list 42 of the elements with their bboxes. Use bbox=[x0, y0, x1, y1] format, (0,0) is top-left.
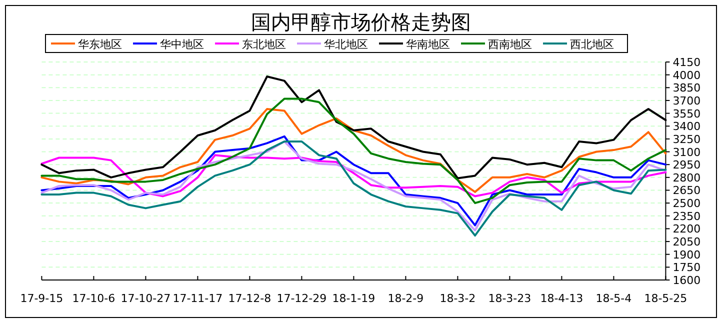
y-tick-label: 1750 bbox=[672, 261, 701, 274]
x-tick-label: 17-10-6 bbox=[72, 292, 116, 305]
x-tick-label: 18-2-9 bbox=[388, 292, 424, 305]
chart-title: 国内甲醇市场价格走势图 bbox=[251, 10, 471, 34]
x-tick-label: 18-4-13 bbox=[540, 292, 584, 305]
y-tick-label: 3400 bbox=[672, 120, 701, 134]
y-tick-label: 2650 bbox=[672, 184, 701, 198]
y-tick-label: 2500 bbox=[672, 197, 701, 210]
y-tick-label: 2950 bbox=[672, 158, 701, 172]
legend-label: 华北地区 bbox=[324, 38, 368, 51]
y-tick-label: 3850 bbox=[672, 82, 701, 95]
x-tick-label: 17-11-17 bbox=[172, 292, 223, 305]
x-tick-label: 17-12-8 bbox=[228, 292, 272, 305]
x-tick-label: 17-12-29 bbox=[276, 292, 327, 305]
legend-label: 东北地区 bbox=[242, 38, 286, 51]
x-tick-label: 18-3-23 bbox=[488, 292, 532, 305]
y-tick-label: 2350 bbox=[672, 210, 701, 223]
line-series bbox=[40, 98, 667, 204]
legend-label: 西北地区 bbox=[570, 38, 614, 51]
y-tick-label: 3250 bbox=[672, 132, 701, 146]
y-tick-label: 4150 bbox=[672, 56, 701, 69]
x-tick-label: 18-5-25 bbox=[644, 292, 688, 305]
x-tick-label: 17-9-15 bbox=[20, 292, 64, 305]
x-tick-label: 18-1-19 bbox=[332, 292, 376, 305]
legend-label: 华南地区 bbox=[406, 38, 450, 51]
y-tick-label: 2800 bbox=[672, 171, 701, 184]
legend-label: 西南地区 bbox=[488, 38, 532, 51]
y-tick-label: 3550 bbox=[672, 107, 701, 120]
y-tick-label: 3100 bbox=[672, 146, 701, 159]
x-tick-label: 18-5-4 bbox=[596, 292, 632, 305]
legend-label: 华东地区 bbox=[78, 38, 122, 51]
y-tick-label: 1900 bbox=[672, 248, 701, 262]
y-tick-label: 2200 bbox=[672, 222, 701, 236]
y-tick-label: 1600 bbox=[672, 274, 701, 287]
line-series bbox=[40, 108, 667, 193]
legend-label: 华中地区 bbox=[160, 38, 204, 51]
y-tick-label: 3700 bbox=[672, 94, 701, 108]
x-tick-label: 18-3-2 bbox=[440, 292, 476, 305]
y-tick-label: 4000 bbox=[672, 68, 701, 82]
x-tick-label: 17-10-27 bbox=[120, 292, 171, 305]
y-tick-label: 2050 bbox=[672, 236, 701, 249]
line-series bbox=[40, 154, 667, 198]
